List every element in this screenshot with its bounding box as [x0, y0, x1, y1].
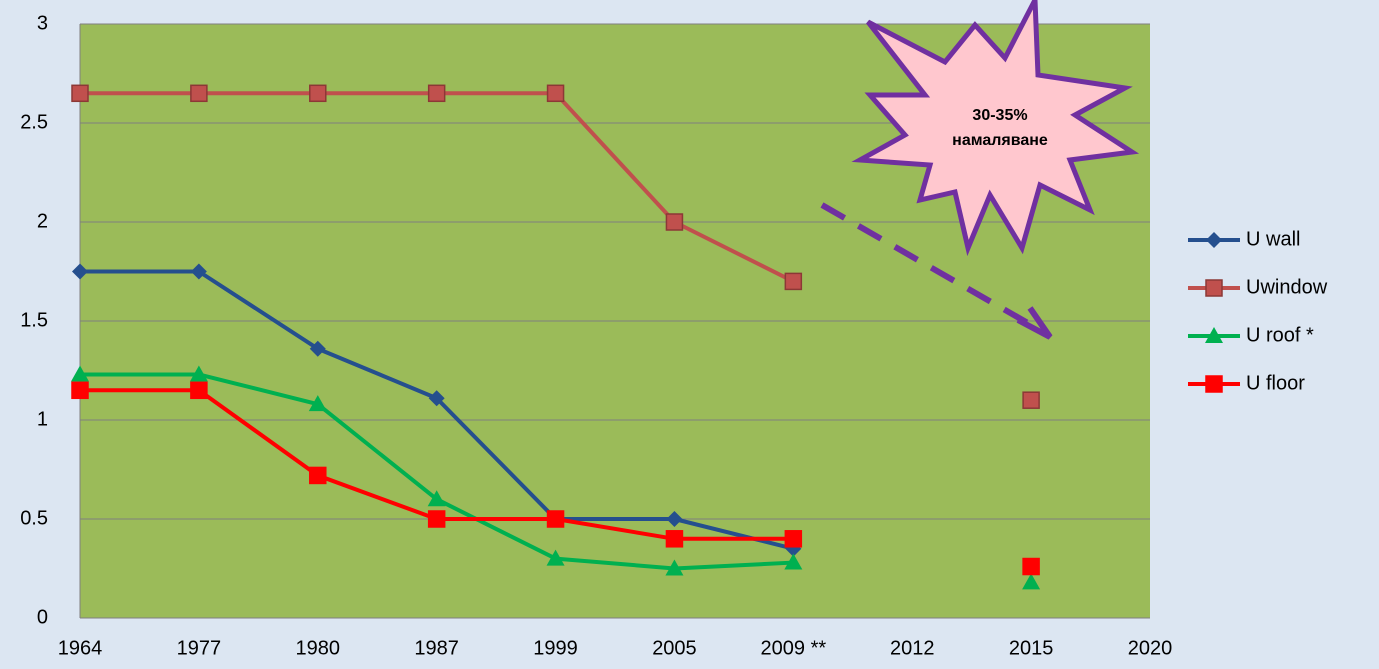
y-tick-label: 0 — [37, 606, 48, 628]
marker — [427, 510, 446, 528]
marker — [784, 272, 803, 291]
marker — [784, 530, 803, 548]
legend-label: Uwindow — [1246, 276, 1328, 298]
y-tick-label: 3 — [37, 12, 48, 34]
marker — [665, 559, 684, 576]
marker — [189, 365, 208, 382]
y-tick-label: 2.5 — [20, 111, 48, 133]
x-tick-label: 2012 — [890, 637, 935, 659]
legend-label: U roof * — [1246, 324, 1314, 346]
marker — [71, 365, 89, 382]
marker — [665, 213, 684, 231]
y-tick-label: 0.5 — [20, 507, 48, 529]
annotation: намаляване — [952, 132, 1048, 149]
y-tick-label: 1 — [37, 408, 48, 430]
marker — [308, 395, 327, 412]
marker — [190, 84, 208, 103]
marker — [309, 466, 327, 485]
x-tick-label: 2015 — [1009, 637, 1054, 659]
starburst — [851, 0, 1140, 257]
marker — [427, 84, 446, 103]
marker — [784, 553, 803, 570]
x-tick-label: 2009 ** — [761, 637, 827, 659]
marker — [71, 381, 89, 400]
marker — [546, 510, 565, 528]
arrow-head — [1016, 306, 1053, 340]
marks — [71, 84, 1041, 590]
marker — [1206, 232, 1222, 248]
x-tick-label: 1977 — [177, 637, 222, 659]
y-tick-label: 2 — [37, 210, 48, 232]
legend-item: Uwindow — [1188, 276, 1328, 298]
x-tick-label: 1980 — [296, 637, 341, 659]
marker — [190, 381, 208, 400]
marker — [546, 549, 565, 566]
marker — [427, 490, 446, 507]
marker — [666, 511, 683, 527]
x-tick-label: 1964 — [58, 637, 103, 659]
marker — [1022, 573, 1041, 590]
x-tick-label: 1999 — [533, 637, 578, 659]
legend-item: U floor — [1188, 372, 1305, 394]
marker — [190, 263, 207, 280]
marker — [309, 340, 326, 357]
marker — [1205, 375, 1223, 393]
marker — [546, 84, 565, 103]
marker — [72, 263, 88, 280]
marker — [309, 84, 327, 103]
annotation: 30-35% — [972, 107, 1027, 124]
marker — [1205, 327, 1223, 343]
x-tick-label: 2005 — [652, 637, 697, 659]
y-tick-label: 1.5 — [20, 309, 48, 331]
marker — [665, 530, 684, 548]
marker — [428, 390, 445, 407]
legend-item: U roof * — [1188, 324, 1314, 346]
marker — [71, 84, 89, 103]
legend-label: U wall — [1246, 228, 1300, 250]
legend-item: U wall — [1188, 228, 1300, 250]
x-tick-label: 2020 — [1128, 637, 1173, 659]
x-tick-label: 1987 — [414, 637, 459, 659]
marker — [1022, 391, 1040, 409]
marker — [1205, 279, 1223, 297]
legend-label: U floor — [1246, 372, 1305, 394]
marker — [1022, 557, 1040, 576]
